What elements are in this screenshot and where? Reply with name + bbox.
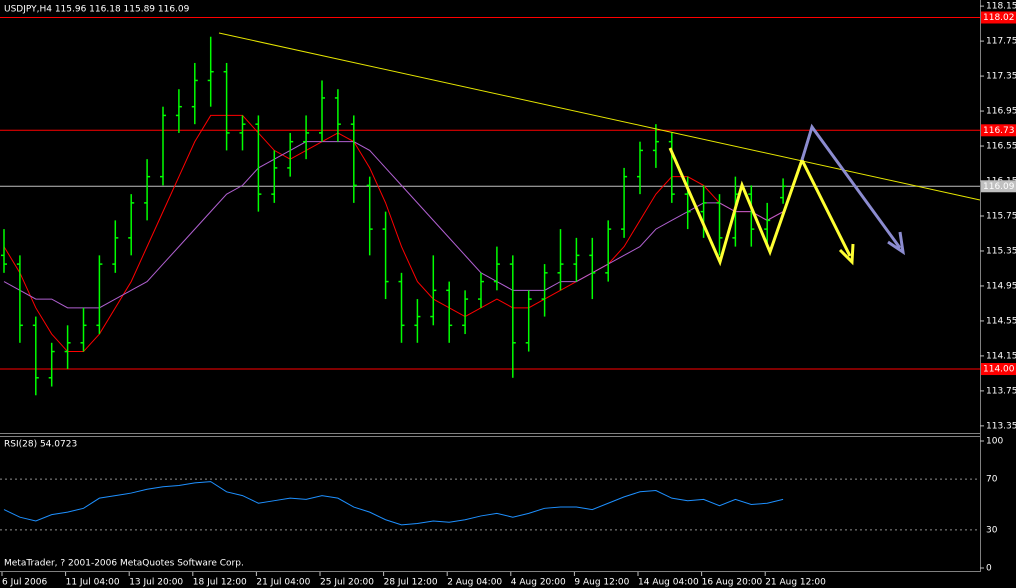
y-tick-label: 114.15 (986, 351, 1016, 361)
zigzag-projection (668, 147, 852, 267)
x-tick-label: 28 Jul 12:00 (384, 578, 438, 588)
moving-average (3, 141, 784, 309)
copyright: MetaTrader, ? 2001-2006 MetaQuotes Softw… (4, 559, 244, 569)
y-tick-label: 115.75 (986, 212, 1016, 222)
x-tick-label: 21 Aug 12:00 (765, 578, 826, 588)
x-tick-label: 14 Aug 04:00 (638, 578, 699, 588)
y-tick-label: 116.95 (986, 107, 1016, 117)
x-tick-label: 11 Jul 04:00 (66, 578, 120, 588)
level-label: 116.73 (983, 126, 1015, 136)
y-tick-label: 115.35 (986, 246, 1016, 256)
y-tick-label: 114.95 (986, 281, 1016, 291)
rsi-title: RSI(28) 54.0723 (4, 440, 77, 450)
level-label: 116.09 (983, 182, 1015, 192)
x-tick-label: 9 Aug 12:00 (574, 578, 629, 588)
arrow-head (838, 243, 855, 266)
rsi-tick-label: 100 (986, 437, 1003, 447)
x-tick-label: 21 Jul 04:00 (256, 578, 310, 588)
x-tick-label: 16 Aug 20:00 (702, 578, 763, 588)
x-tick-label: 25 Jul 20:00 (320, 578, 374, 588)
x-tick-label: 4 Aug 20:00 (511, 578, 566, 588)
chart-title: USDJPY,H4 115.96 116.18 115.89 116.09 (4, 5, 190, 15)
moving-average (3, 114, 784, 353)
arrow-head (887, 231, 905, 256)
y-tick-label: 113.35 (986, 421, 1016, 431)
level-tag (981, 180, 1016, 193)
rsi-tick-label: 30 (986, 525, 998, 535)
alt-projection (800, 123, 902, 249)
level-tag (981, 363, 1016, 376)
x-tick-label: 6 Jul 2006 (2, 578, 47, 588)
level-label: 114.00 (983, 365, 1015, 375)
rsi-line (3, 481, 784, 526)
y-tick-label: 116.55 (986, 142, 1016, 152)
rsi-tick-label: 70 (986, 475, 998, 485)
y-tick-label: 114.55 (986, 316, 1016, 326)
level-label: 118.02 (983, 13, 1015, 23)
level-tag (981, 124, 1016, 137)
x-tick-label: 13 Jul 20:00 (129, 578, 183, 588)
y-tick-label: 117.75 (986, 37, 1016, 47)
trend-line (218, 32, 981, 201)
y-tick-label: 118.15 (986, 2, 1016, 12)
y-tick-label: 113.75 (986, 386, 1016, 396)
x-tick-label: 2 Aug 04:00 (447, 578, 502, 588)
y-tick-label: 117.35 (986, 72, 1016, 82)
rsi-tick-label: 0 (986, 564, 992, 574)
x-tick-label: 18 Jul 12:00 (193, 578, 247, 588)
level-tag (981, 11, 1016, 24)
